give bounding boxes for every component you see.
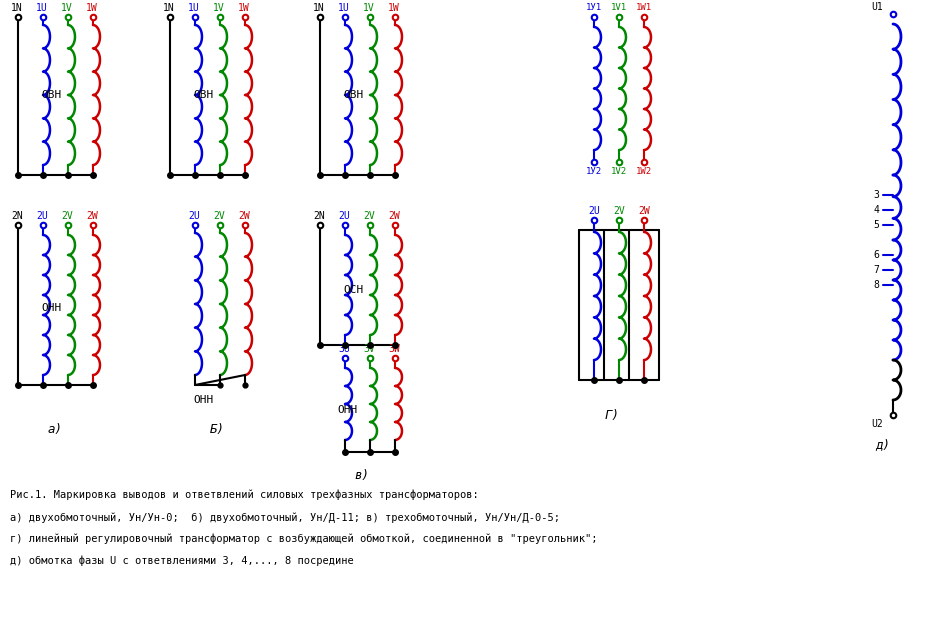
Text: U2: U2	[870, 419, 883, 429]
Text: д): д)	[874, 439, 890, 452]
Text: в): в)	[354, 469, 369, 482]
Text: 1У2: 1У2	[585, 167, 602, 175]
Text: а) двухобмоточный, Ун/Ун-0;  б) двухобмоточный, Ун/Д-11; в) трехобмоточный, Ун/У: а) двухобмоточный, Ун/Ун-0; б) двухобмот…	[10, 512, 559, 522]
Text: 2N: 2N	[312, 211, 324, 221]
Text: 1W: 1W	[86, 3, 97, 13]
Text: 2N: 2N	[11, 211, 23, 221]
Text: 2U: 2U	[188, 211, 199, 221]
Text: Б): Б)	[210, 424, 224, 437]
Text: 2V: 2V	[213, 211, 224, 221]
Text: 1W: 1W	[387, 3, 400, 13]
Text: 1U: 1U	[337, 3, 349, 13]
Text: ОНН: ОНН	[41, 303, 61, 313]
Text: 4: 4	[872, 205, 878, 215]
Text: ОНН: ОНН	[193, 395, 213, 405]
Text: ОСН: ОСН	[343, 285, 362, 295]
Text: ОВН: ОВН	[343, 90, 362, 100]
Text: 2V: 2V	[61, 211, 73, 221]
Text: 1У1: 1У1	[585, 4, 602, 12]
Text: 1U: 1U	[36, 3, 48, 13]
Text: 2U: 2U	[36, 211, 48, 221]
Text: 1W2: 1W2	[635, 167, 652, 175]
Text: ОВН: ОВН	[41, 90, 61, 100]
Text: 3V: 3V	[362, 344, 375, 354]
Text: Г): Г)	[603, 409, 619, 421]
Text: 2V: 2V	[613, 206, 624, 216]
Text: 1N: 1N	[312, 3, 324, 13]
Text: 1N: 1N	[163, 3, 174, 13]
Text: 1W1: 1W1	[635, 4, 652, 12]
Text: 3W: 3W	[387, 344, 400, 354]
Text: 1V2: 1V2	[610, 167, 627, 175]
Text: 7: 7	[872, 265, 878, 275]
Text: 1V1: 1V1	[610, 4, 627, 12]
Text: Рис.1. Маркировка выводов и ответвлений силовых трехфазных трансформаторов:: Рис.1. Маркировка выводов и ответвлений …	[10, 490, 478, 500]
Text: ОНН: ОНН	[337, 405, 357, 415]
Text: 1V: 1V	[61, 3, 73, 13]
Text: 1V: 1V	[362, 3, 375, 13]
Text: 2U: 2U	[588, 206, 599, 216]
Text: 8: 8	[872, 280, 878, 290]
Text: 3: 3	[872, 190, 878, 200]
Text: 2W: 2W	[86, 211, 97, 221]
Text: а): а)	[47, 424, 62, 437]
Text: 2W: 2W	[387, 211, 400, 221]
Text: 1U: 1U	[188, 3, 199, 13]
Text: 3U: 3U	[337, 344, 349, 354]
Text: 2W: 2W	[238, 211, 249, 221]
Text: 1W: 1W	[238, 3, 249, 13]
Text: 1V: 1V	[213, 3, 224, 13]
Text: д) обмотка фазы U с ответвлениями 3, 4,..., 8 посредине: д) обмотка фазы U с ответвлениями 3, 4,.…	[10, 556, 353, 567]
Text: 6: 6	[872, 250, 878, 260]
Text: U1: U1	[870, 2, 883, 12]
Text: 2U: 2U	[337, 211, 349, 221]
Text: 2W: 2W	[638, 206, 649, 216]
Text: 5: 5	[872, 220, 878, 230]
Text: г) линейный регулировочный трансформатор с возбуждающей обмоткой, соединенной в : г) линейный регулировочный трансформатор…	[10, 534, 597, 545]
Text: ОВН: ОВН	[193, 90, 213, 100]
Text: 1N: 1N	[11, 3, 23, 13]
Text: 2V: 2V	[362, 211, 375, 221]
